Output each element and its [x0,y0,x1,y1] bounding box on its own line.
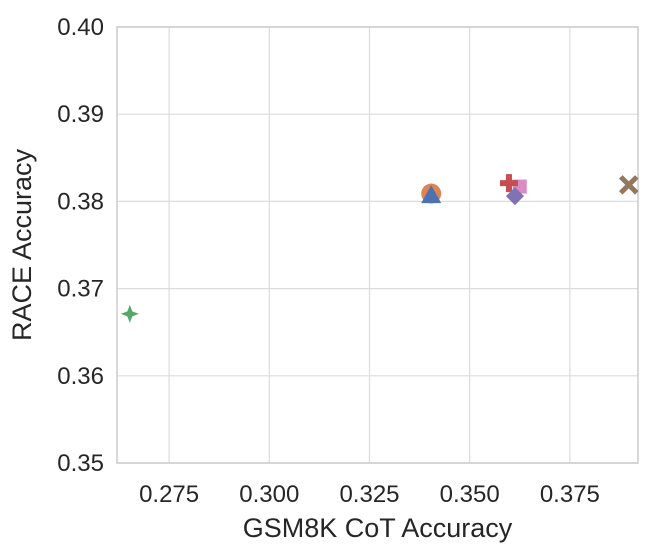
y-axis-label: RACE Accuracy [7,148,37,341]
x-tick-label: 0.325 [339,481,399,508]
data-points [120,174,639,323]
plot-area-frame [116,26,639,464]
data-point-x [619,175,639,195]
y-tick-label: 0.35 [57,450,104,477]
data-point-plus [499,174,518,193]
x-tick-label: 0.300 [239,481,299,508]
tick-labels: 0.275 0.300 0.325 0.350 0.375 0.35 0.36 0.37 0.3… [57,14,600,508]
x-tick-label: 0.275 [139,481,199,508]
x-tick-label: 0.375 [540,481,600,508]
y-tick-label: 0.40 [57,14,104,41]
data-point-triangle [421,185,442,204]
y-tick-label: 0.39 [57,101,104,128]
grid [117,26,638,464]
y-tick-label: 0.36 [57,363,104,390]
y-tick-label: 0.38 [57,188,104,215]
data-point-diamond [505,187,524,206]
data-point-star4 [120,304,139,323]
x-tick-label: 0.350 [440,481,500,508]
y-tick-label: 0.37 [57,276,104,303]
x-axis-label: GSM8K CoT Accuracy [243,513,513,543]
